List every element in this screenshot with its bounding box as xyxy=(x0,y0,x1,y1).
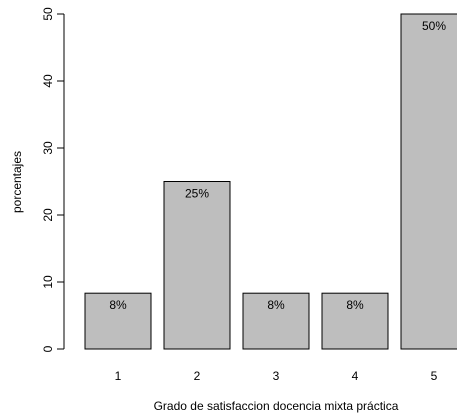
data-label-2: 25% xyxy=(185,187,209,201)
bar-1 xyxy=(84,292,152,350)
x-tick-labels: 1 2 3 4 5 xyxy=(115,369,438,383)
x-tick-label-4: 4 xyxy=(352,369,359,383)
y-tick-label: 0 xyxy=(41,345,55,352)
y-tick-label: 50 xyxy=(41,7,55,21)
data-label-5: 50% xyxy=(422,19,446,33)
data-labels: 8% 25% 8% 8% 50% xyxy=(109,19,446,312)
x-tick-label-2: 2 xyxy=(194,369,201,383)
data-label-4: 8% xyxy=(346,298,364,312)
y-tick-label: 30 xyxy=(41,141,55,155)
x-tick-label-3: 3 xyxy=(273,369,280,383)
y-tick-label: 20 xyxy=(41,208,55,222)
y-ticks: 0 10 20 30 40 50 xyxy=(41,7,64,352)
bars xyxy=(84,13,457,350)
bar-4 xyxy=(321,292,389,350)
y-tick-label: 40 xyxy=(41,74,55,88)
data-label-1: 8% xyxy=(109,298,127,312)
data-label-3: 8% xyxy=(267,298,285,312)
bar-5 xyxy=(400,13,457,350)
x-axis-title: Grado de satisfaccion docencia mixta prá… xyxy=(154,399,399,413)
x-tick-label-1: 1 xyxy=(115,369,122,383)
bar-3 xyxy=(242,292,310,350)
y-tick-label: 10 xyxy=(41,275,55,289)
y-axis-title: porcentajes xyxy=(10,151,24,213)
bar-2 xyxy=(163,181,231,350)
x-tick-label-5: 5 xyxy=(431,369,438,383)
